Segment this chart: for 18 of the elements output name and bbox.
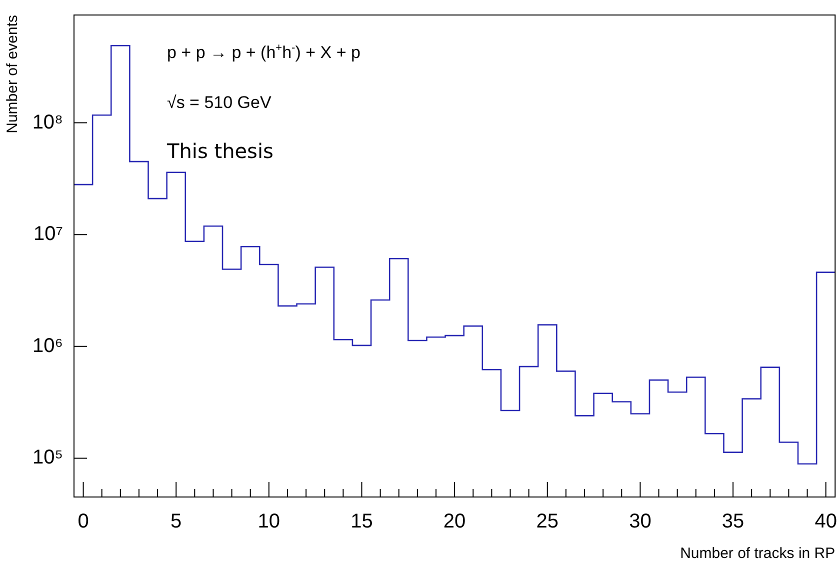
x-tick-label: 25 bbox=[536, 510, 559, 533]
annotation: √s = 510 GeV bbox=[167, 93, 272, 112]
x-tick-label: 20 bbox=[443, 510, 466, 533]
y-tick-label: 10⁷ bbox=[34, 223, 63, 246]
x-tick-label: 40 bbox=[814, 510, 837, 533]
annotation: This thesis bbox=[166, 139, 274, 163]
x-tick-label: 10 bbox=[258, 510, 280, 533]
x-tick-label: 15 bbox=[350, 510, 373, 533]
y-tick-label: 10⁵ bbox=[32, 446, 63, 469]
x-tick-label: 0 bbox=[78, 510, 89, 533]
y-tick-label: 10⁶ bbox=[32, 334, 63, 357]
annotation: p + p → p + (h+h-) + X + p bbox=[167, 42, 360, 62]
x-axis-title: Number of tracks in RP bbox=[680, 545, 836, 562]
x-tick-label: 35 bbox=[722, 510, 744, 533]
y-axis-title: Number of events bbox=[4, 15, 22, 134]
x-tick-label: 5 bbox=[170, 510, 182, 533]
y-tick-label: 10⁸ bbox=[32, 111, 63, 134]
x-tick-label: 30 bbox=[629, 510, 652, 533]
